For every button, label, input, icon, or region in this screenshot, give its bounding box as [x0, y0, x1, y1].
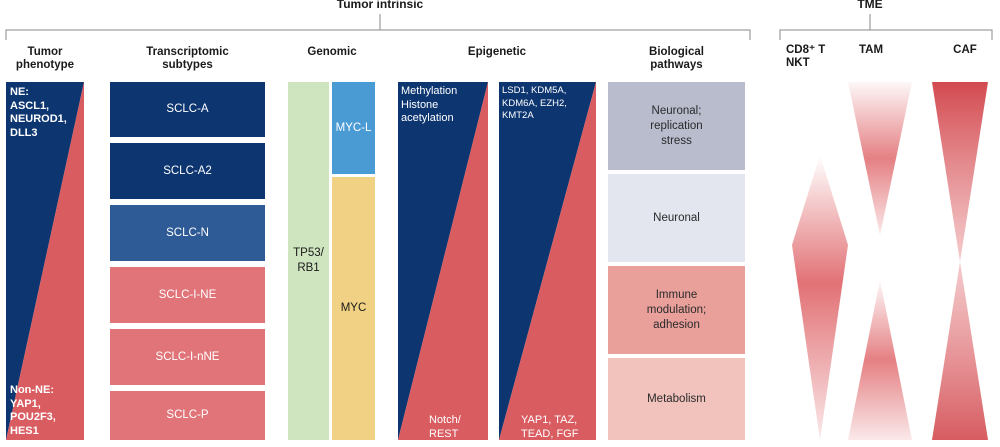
header-biological-pathways: Biological pathways [649, 46, 704, 71]
caf-hourglass [932, 82, 988, 440]
notch-rest-label: Notch/ REST [429, 414, 461, 440]
header-cd8-nkt: CD8⁺ T NKT [786, 44, 826, 69]
header-tumor-phenotype: Tumor phenotype [15, 46, 75, 71]
methylation-label: Methylation Histone acetylation [401, 85, 458, 124]
tam-lower-shape [848, 280, 912, 440]
pathway-neuronal-replication-stress: Neuronal; replication stress [608, 82, 745, 170]
header-genomic: Genomic [307, 46, 357, 58]
subtype-sclc-n: SCLC-N [110, 205, 265, 261]
lsd1-label: LSD1, KDM5A, KDM6A, EZH2, KMT2A [502, 85, 567, 121]
yap-taz-label: YAP1, TAZ, TEAD, FGF [521, 414, 579, 440]
genomic-tp53-rb1: TP53/ RB1 [288, 82, 329, 440]
tumor-intrinsic-header: Tumor intrinsic [336, 0, 424, 11]
subtype-sclc-i-nne: SCLC-I-nNE [110, 329, 265, 385]
subtype-sclc-p: SCLC-P [110, 391, 265, 440]
cd8-diamond [792, 155, 848, 440]
header-tam: TAM [858, 44, 884, 56]
non-ne-label: Non-NE: YAP1, POU2F3, HES1 [10, 384, 56, 437]
subtype-sclc-a: SCLC-A [110, 82, 265, 137]
header-transcriptomic-subtypes: Transcriptomic subtypes [146, 46, 229, 71]
yap-triangle [499, 82, 596, 440]
header-epigenetic: Epigenetic [467, 46, 527, 58]
tumor-intrinsic-bracket [5, 29, 751, 40]
tme-bracket [779, 29, 993, 40]
subtype-sclc-i-ne: SCLC-I-NE [110, 267, 265, 323]
pathway-immune-modulation-adhesion: Immune modulation; adhesion [608, 266, 745, 354]
notch-triangle [398, 82, 488, 440]
tam-upper-shape [848, 82, 912, 235]
pathway-metabolism: Metabolism [608, 358, 745, 440]
genomic-myc: MYC [332, 177, 375, 440]
non-ne-triangle [6, 82, 84, 440]
genomic-myc-l: MYC-L [332, 82, 375, 174]
ne-label: NE: ASCL1, NEUROD1, DLL3 [10, 86, 67, 139]
tme-header: TME [857, 0, 883, 11]
subtype-sclc-a2: SCLC-A2 [110, 143, 265, 199]
header-caf: CAF [953, 44, 977, 56]
pathway-neuronal: Neuronal [608, 174, 745, 262]
